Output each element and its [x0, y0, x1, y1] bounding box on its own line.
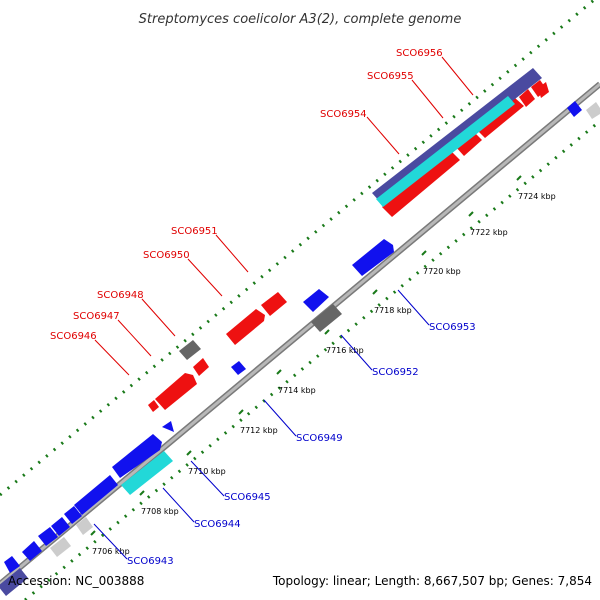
gene-red-b[interactable] [519, 89, 535, 107]
leader-line [117, 319, 152, 357]
ruler-lower [24, 119, 600, 600]
tick-label: 7712 kbp [240, 426, 278, 435]
ruler-upper [0, 0, 597, 497]
forward-strand-genes [148, 80, 549, 412]
tick-mark [421, 250, 427, 256]
leader-line [187, 258, 223, 297]
gene-sco6955-fwd[interactable] [455, 131, 482, 156]
gene-light-b[interactable] [76, 517, 93, 535]
forward-gene-label[interactable]: SCO6956 [396, 48, 443, 59]
tick-mark [516, 175, 522, 181]
leader-line [397, 289, 430, 326]
gene-sco6943-a[interactable] [4, 556, 20, 573]
tick-label: 7720 kbp [423, 267, 461, 276]
tick-mark [372, 289, 378, 295]
tick-mark [276, 369, 282, 375]
gene-sco6953[interactable] [352, 239, 394, 276]
leader-line [94, 339, 130, 376]
leader-line [411, 79, 444, 119]
genome-summary-text: Topology: linear; Length: 8,667,507 bp; … [272, 574, 592, 588]
tick-label: 7722 kbp [470, 228, 508, 237]
tick-mark [324, 329, 330, 335]
gene-sco6947[interactable] [155, 373, 197, 410]
leader-line [141, 298, 176, 337]
forward-gene-label[interactable]: SCO6955 [367, 71, 414, 82]
gene-cyan-rev[interactable] [121, 451, 173, 495]
tick-label: 7710 kbp [188, 467, 226, 476]
reverse-gene-label[interactable]: SCO6944 [194, 519, 241, 530]
tick-label: 7718 kbp [374, 306, 412, 315]
tick-label: 7708 kbp [141, 507, 179, 516]
gene-sco6951[interactable] [261, 292, 287, 316]
gene-red-a[interactable] [476, 98, 524, 138]
gene-sco6948-fwd[interactable] [193, 358, 209, 376]
overlay-genes [179, 68, 542, 360]
leader-line [441, 56, 474, 96]
tick-mark [90, 530, 96, 536]
reverse-gene-label[interactable]: SCO6953 [429, 322, 476, 333]
tick-label: 7716 kbp [326, 346, 364, 355]
reverse-gene-label[interactable]: SCO6952 [372, 367, 419, 378]
gene-sco6954[interactable] [382, 150, 460, 217]
gene-sco6943-b[interactable] [22, 541, 42, 561]
reverse-gene-label[interactable]: SCO6949 [296, 433, 343, 444]
leader-line [263, 399, 297, 437]
gene-sco6949-b[interactable] [231, 361, 246, 375]
leader-line [93, 523, 128, 560]
tick-mark [139, 490, 145, 496]
gene-sco6945-b[interactable] [112, 434, 162, 478]
accession-text: Accession: NC_003888 [8, 574, 144, 588]
tick-label: 7714 kbp [278, 386, 316, 395]
forward-gene-label[interactable]: SCO6946 [50, 331, 97, 342]
gene-blue-right[interactable] [567, 101, 582, 117]
forward-gene-label[interactable]: SCO6948 [97, 290, 144, 301]
map-title: Streptomyces coelicolor A3(2), complete … [139, 12, 462, 27]
gene-sco6943-c[interactable] [38, 527, 58, 546]
leader-line [340, 334, 373, 371]
gene-sco6945-a[interactable] [74, 475, 118, 515]
tick-mark [238, 409, 244, 415]
position-ticks: 7706 kbp 7708 kbp 7710 kbp 7712 kbp 7714 kbp… [90, 175, 556, 556]
gene-sco6950[interactable] [226, 309, 265, 345]
gene-sco6944[interactable] [64, 506, 82, 524]
reverse-strand-genes [0, 101, 600, 596]
reverse-gene-label[interactable]: SCO6945 [224, 492, 271, 503]
gene-sco6952-blue[interactable] [303, 289, 329, 312]
gene-gray-small[interactable] [179, 340, 201, 360]
reverse-gene-label[interactable]: SCO6943 [127, 556, 174, 567]
leader-line [190, 460, 225, 497]
gene-sco6949[interactable] [162, 421, 174, 432]
forward-gene-label[interactable]: SCO6954 [320, 109, 367, 120]
gene-labels: SCO6946 SCO6947 SCO6948 SCO6950 SCO6951 SCO69… [50, 48, 476, 567]
gene-cyan-long[interactable] [376, 96, 515, 207]
gene-light-a[interactable] [50, 537, 71, 557]
gene-light-right[interactable] [586, 102, 600, 119]
tick-mark [468, 211, 474, 217]
gene-navy-rev[interactable] [0, 568, 28, 596]
forward-gene-label[interactable]: SCO6947 [73, 311, 120, 322]
gene-sco6946[interactable] [148, 400, 159, 412]
chromosome-backbone [0, 81, 600, 587]
leader-line [162, 487, 195, 523]
tick-mark [186, 450, 192, 456]
leader-line [366, 116, 400, 155]
leader-line [215, 234, 249, 273]
gene-sco6943-d[interactable] [51, 517, 70, 536]
tick-label: 7724 kbp [518, 192, 556, 201]
gene-red-d[interactable] [538, 82, 549, 98]
forward-gene-label[interactable]: SCO6951 [171, 226, 218, 237]
gene-sco6952-gray[interactable] [311, 304, 342, 332]
forward-gene-label[interactable]: SCO6950 [143, 250, 190, 261]
tick-label: 7706 kbp [92, 547, 130, 556]
